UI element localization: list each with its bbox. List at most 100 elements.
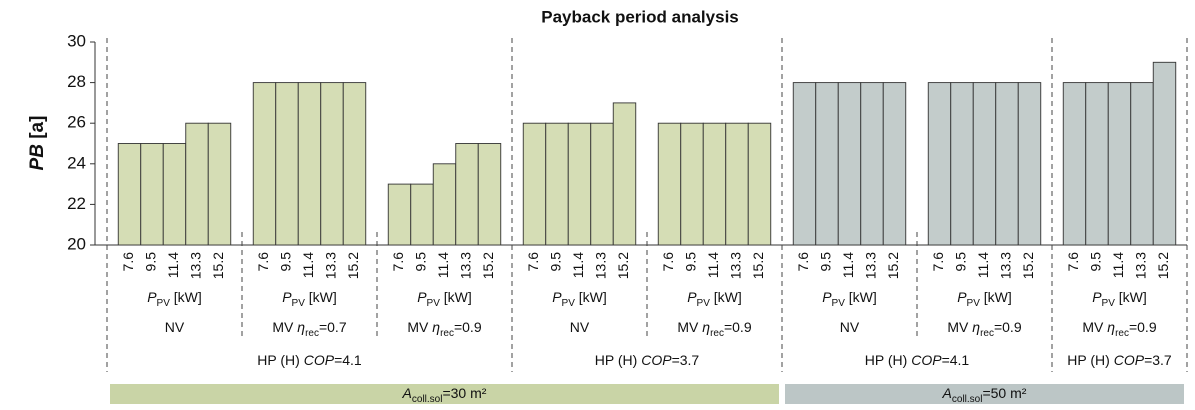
x-tick-label: 9.5 (143, 252, 159, 272)
x-tick-label: 15.2 (1155, 252, 1171, 279)
heat-pump-label: HP (H) COP=3.7 (1067, 352, 1172, 368)
label-part: PV (1102, 298, 1116, 309)
label-part: coll.sol (412, 394, 443, 405)
y-tick-label: 20 (67, 234, 86, 253)
label-part: =30 m² (442, 385, 486, 401)
x-tick-label: 7.6 (930, 252, 946, 272)
bar (320, 82, 344, 246)
label-part: MV (1082, 319, 1107, 335)
x-axis-label: PPV [kW] (282, 289, 337, 309)
label-part: [kW] (440, 289, 472, 305)
label-part: =0.9 (454, 319, 482, 335)
x-tick-label: 9.5 (1088, 252, 1104, 272)
label-part: A (402, 385, 412, 401)
x-tick-label: 13.3 (593, 252, 609, 279)
bar (432, 163, 457, 246)
bar (702, 122, 727, 246)
label-part: COP (911, 352, 942, 368)
x-tick-label: 9.5 (953, 252, 969, 272)
x-axis-label: PPV [kW] (1092, 289, 1147, 309)
label-part: =4.1 (942, 352, 970, 368)
label-part: MV (947, 319, 972, 335)
x-axis-label: PPV [kW] (957, 289, 1012, 309)
bar (207, 122, 232, 246)
bar (792, 82, 817, 246)
bar (927, 82, 952, 246)
x-axis-label: PPV [kW] (822, 289, 877, 309)
heat-pump-label: HP (H) COP=4.1 (257, 352, 362, 368)
label-part: HP (H) (595, 352, 641, 368)
x-tick-label: 11.4 (570, 252, 586, 278)
x-axis-label: PPV [kW] (552, 289, 607, 309)
x-axis-label: PPV [kW] (147, 289, 202, 309)
y-tick-label: 28 (67, 72, 86, 91)
heat-pump-label: HP (H) COP=3.7 (595, 352, 700, 368)
collector-band (110, 384, 779, 404)
group-label: NV (840, 319, 860, 335)
bar (747, 122, 772, 246)
x-tick-label: 7.6 (390, 252, 406, 272)
x-tick-label: 7.6 (1065, 252, 1081, 272)
label-part: P (552, 289, 562, 305)
label-part: MV (272, 319, 297, 335)
label-part: P (1092, 289, 1102, 305)
label-part: =3.7 (672, 352, 700, 368)
label-part: PV (697, 298, 711, 309)
label-part: P (957, 289, 967, 305)
bar (275, 82, 299, 246)
label-part: =0.9 (724, 319, 752, 335)
x-tick-label: 9.5 (683, 252, 699, 272)
x-tick-label: 7.6 (795, 252, 811, 272)
label-part: NV (165, 319, 185, 335)
bar (1085, 82, 1109, 246)
label-part: η (1107, 319, 1115, 335)
x-tick-label: 9.5 (548, 252, 564, 272)
chart-title: Payback period analysis (541, 7, 739, 26)
label-part: η (297, 319, 305, 335)
label-part: =0.9 (994, 319, 1022, 335)
x-tick-label: 11.4 (975, 252, 991, 278)
label-part: [kW] (575, 289, 607, 305)
x-axis-label: PPV [kW] (687, 289, 742, 309)
label-part: [kW] (170, 289, 202, 305)
bar (252, 82, 277, 246)
bar (477, 143, 502, 246)
bar (657, 122, 682, 246)
label-part: [kW] (1115, 289, 1147, 305)
x-tick-label: 13.3 (458, 252, 474, 279)
x-tick-label: 13.3 (188, 252, 204, 279)
label-part: =3.7 (1144, 352, 1172, 368)
group-label: MV ηrec=0.9 (947, 319, 1021, 339)
label-part: P (282, 289, 292, 305)
x-tick-label: 9.5 (278, 252, 294, 272)
bar (522, 122, 547, 246)
label-part: HP (H) (1067, 352, 1113, 368)
label-part: η (702, 319, 710, 335)
bar (972, 82, 997, 246)
x-tick-label: 7.6 (660, 252, 676, 272)
bar (545, 122, 569, 246)
collector-label: Acoll.sol=50 m² (942, 385, 1027, 405)
x-tick-label: 15.2 (615, 252, 631, 279)
label-part: PB (27, 144, 48, 171)
bar (387, 183, 412, 246)
x-tick-label: 9.5 (818, 252, 834, 272)
bar (185, 122, 209, 246)
bar (455, 143, 479, 246)
label-part: η (432, 319, 440, 335)
label-part: MV (677, 319, 702, 335)
label-part: PV (427, 298, 441, 309)
x-tick-label: 13.3 (728, 252, 744, 279)
x-tick-label: 11.4 (300, 252, 316, 278)
x-tick-label: 7.6 (255, 252, 271, 272)
group-label: MV ηrec=0.9 (677, 319, 751, 339)
y-tick-label: 30 (67, 31, 86, 50)
label-part: PV (157, 298, 171, 309)
x-tick-label: 7.6 (525, 252, 541, 272)
x-tick-label: 13.3 (863, 252, 879, 279)
label-part: COP (1114, 352, 1145, 368)
x-axis-label: PPV [kW] (417, 289, 472, 309)
x-tick-label: 11.4 (705, 252, 721, 278)
label-part: COP (304, 352, 335, 368)
bar (117, 143, 142, 246)
